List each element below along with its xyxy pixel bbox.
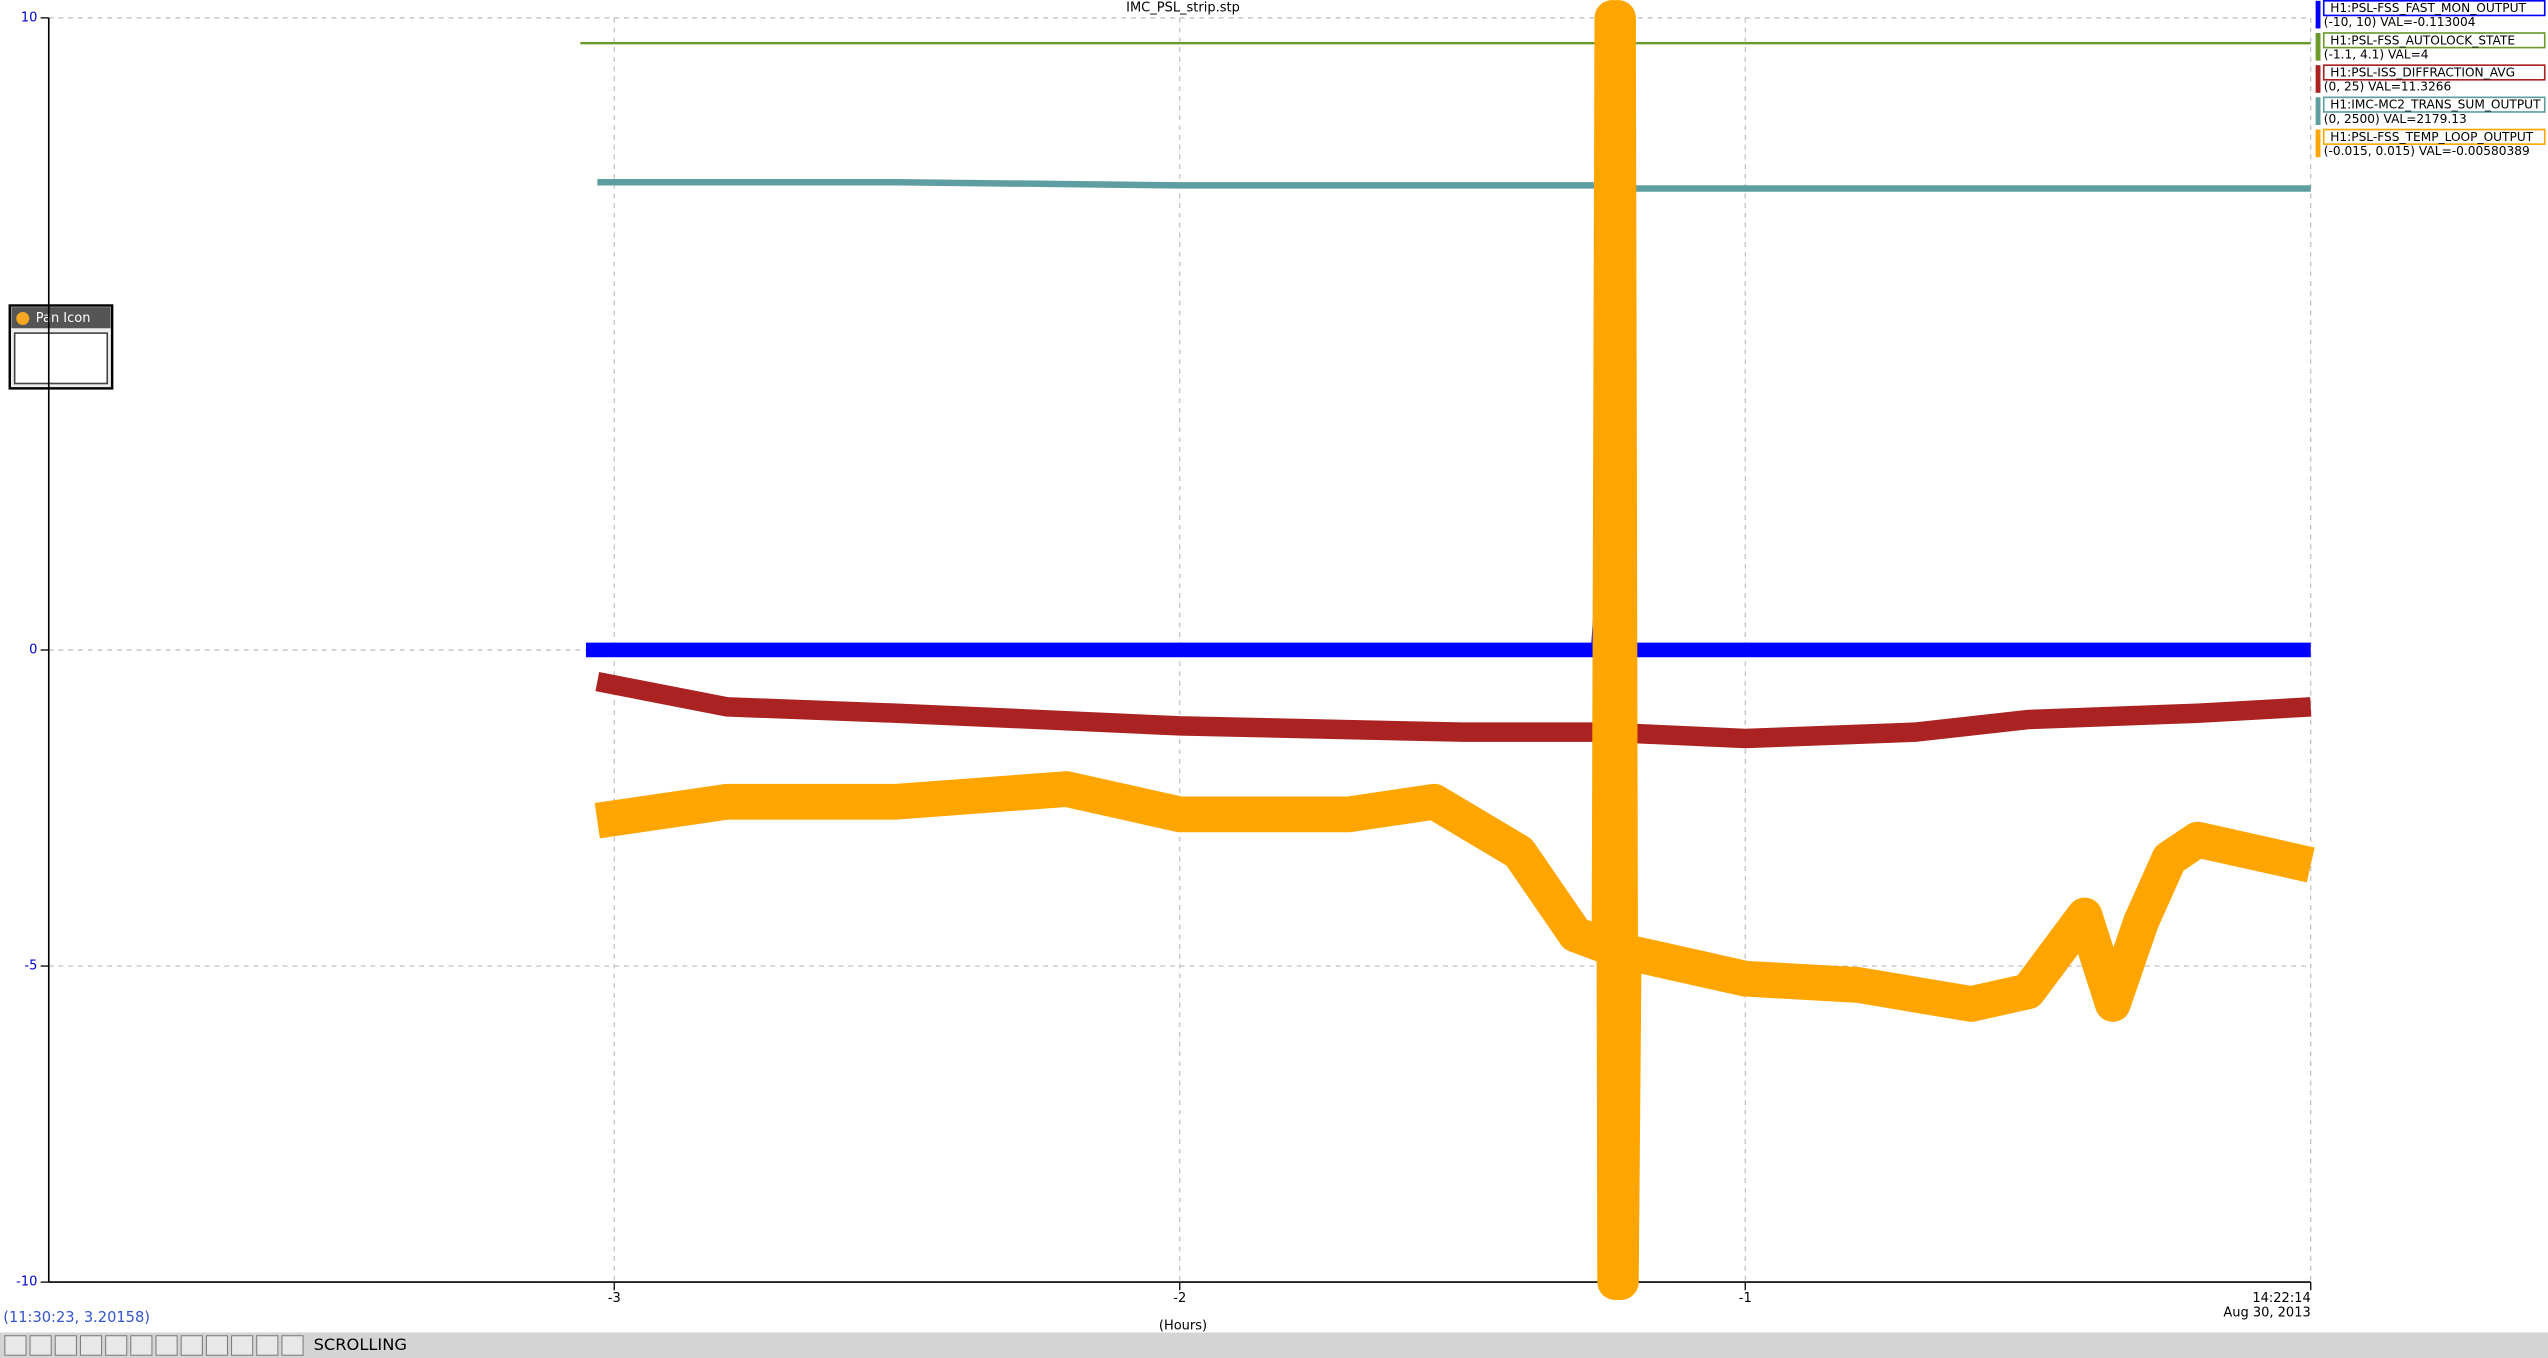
cursor-status: (11:30:23, 3.20158) <box>3 1309 150 1326</box>
toolbar-button[interactable] <box>54 1335 77 1356</box>
legend-range: (0, 2500) VAL=2179.13 <box>2324 112 2467 126</box>
y-tick-label: -10 <box>16 1275 37 1290</box>
toolbar-button[interactable] <box>29 1335 52 1356</box>
toolbar: SCROLLING <box>0 1332 2548 1358</box>
toolbar-button[interactable] <box>205 1335 228 1356</box>
toolbar-button[interactable] <box>231 1335 254 1356</box>
legend-name-box <box>2322 32 2546 49</box>
pan-icon-dot <box>16 311 30 325</box>
toolbar-button[interactable] <box>4 1335 27 1356</box>
legend-swatch <box>2315 65 2321 93</box>
legend-range: (-10, 10) VAL=-0.113004 <box>2324 15 2476 29</box>
date-label: Aug 30, 2013 <box>2223 1305 2310 1320</box>
x-axis-label: (Hours) <box>1159 1318 1207 1333</box>
legend-swatch <box>2315 97 2321 125</box>
y-tick-label: -5 <box>24 959 37 974</box>
legend-swatch <box>2315 129 2321 158</box>
x-tick-label: -2 <box>1173 1291 1186 1306</box>
toolbar-button[interactable] <box>281 1335 304 1356</box>
legend-name-box <box>2322 128 2546 145</box>
legend-name: H1:PSL-FSS_FAST_MON_OUTPUT <box>2330 1 2526 15</box>
toolbar-button[interactable] <box>105 1335 128 1356</box>
legend-range: (-1.1, 4.1) VAL=4 <box>2324 47 2429 61</box>
legend-entry[interactable]: H1:PSL-FSS_FAST_MON_OUTPUT(-10, 10) VAL=… <box>2315 0 2546 29</box>
legend-name: H1:PSL-FSS_TEMP_LOOP_OUTPUT <box>2330 130 2534 144</box>
y-tick-label: 10 <box>21 10 38 25</box>
series-line <box>594 0 2315 1300</box>
toolbar-button[interactable] <box>180 1335 203 1356</box>
legend-entry[interactable]: H1:IMC-MC2_TRANS_SUM_OUTPUT(0, 2500) VAL… <box>2315 96 2546 126</box>
legend-name-box <box>2322 0 2546 17</box>
toolbar-button[interactable] <box>256 1335 279 1356</box>
legend-name: H1:PSL-FSS_AUTOLOCK_STATE <box>2330 33 2515 47</box>
legend-name: H1:IMC-MC2_TRANS_SUM_OUTPUT <box>2330 98 2541 112</box>
plot-area: -10 -5 0 10 -3 -2 -1 14:22:14 <box>16 0 2315 1306</box>
pan-icon-widget[interactable]: Pan Icon <box>8 304 114 390</box>
legend-swatch <box>2315 0 2321 29</box>
pan-icon-preview <box>13 332 109 385</box>
toolbar-button[interactable] <box>130 1335 153 1356</box>
x-tick-label: -3 <box>608 1291 621 1306</box>
toolbar-button[interactable] <box>155 1335 178 1356</box>
x-tick-label: -1 <box>1739 1291 1752 1306</box>
pan-icon-titlebar <box>11 307 111 329</box>
x-tick-label: 14:22:14 <box>2252 1291 2310 1306</box>
legend-name: H1:PSL-ISS_DIFFRACTION_AVG <box>2330 65 2515 79</box>
legend-range: (0, 25) VAL=11.3266 <box>2324 80 2452 94</box>
y-tick-label: 0 <box>29 642 37 657</box>
legend-entry[interactable]: H1:PSL-FSS_TEMP_LOOP_OUTPUT(-0.015, 0.01… <box>2315 128 2546 158</box>
legend-entry[interactable]: H1:PSL-FSS_AUTOLOCK_STATE(-1.1, 4.1) VAL… <box>2315 32 2546 61</box>
legend-name-box <box>2322 64 2546 81</box>
toolbar-button[interactable] <box>79 1335 103 1356</box>
legend-entry[interactable]: H1:PSL-ISS_DIFFRACTION_AVG(0, 25) VAL=11… <box>2315 64 2546 94</box>
legend-name-box <box>2322 96 2546 113</box>
legend-range: (-0.015, 0.015) VAL=-0.00580389 <box>2324 144 2530 158</box>
chart-title: IMC_PSL_strip.stp <box>1126 1 1240 16</box>
pan-icon-title: Pan Icon <box>36 311 91 326</box>
toolbar-background <box>0 1332 2548 1358</box>
mode-label: SCROLLING <box>314 1335 407 1354</box>
legend-swatch <box>2315 32 2321 61</box>
